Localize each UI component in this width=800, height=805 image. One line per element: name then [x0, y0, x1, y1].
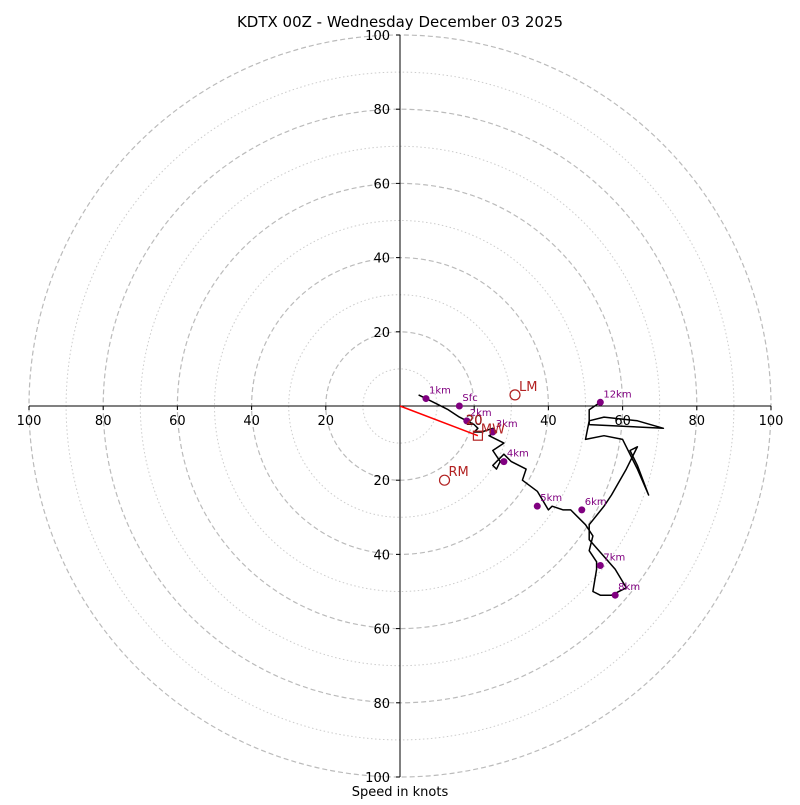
height-marker-label: 2km	[470, 408, 492, 419]
height-marker-point	[463, 417, 471, 425]
height-markers: Sfc 1km 2km 3km 4km 5km 6km 7km 8km 12km	[422, 386, 640, 599]
chart-title: KDTX 00Z - Wednesday December 03 2025	[237, 13, 563, 31]
y-tick-label: 100	[365, 29, 390, 44]
height-marker-label: 7km	[603, 553, 625, 564]
y-tick-label: 20	[373, 326, 390, 341]
y-tick-label: 40	[373, 548, 390, 563]
x-tick-label: 80	[95, 414, 112, 429]
height-marker-label: 5km	[540, 493, 562, 504]
storm-motion-label: LM	[519, 380, 537, 395]
y-tick-label: 100	[365, 771, 390, 786]
x-tick-label: 100	[759, 414, 784, 429]
height-marker-point	[500, 458, 508, 466]
x-tick-label: 40	[540, 414, 557, 429]
y-tick-label: 80	[373, 103, 390, 118]
storm-motion-marker	[438, 474, 451, 486]
storm-motion-label: 20	[466, 414, 483, 429]
x-tick-label: 60	[169, 414, 186, 429]
height-marker-point	[422, 395, 430, 403]
height-marker-label: 4km	[507, 449, 529, 460]
shear-vector-line	[399, 405, 479, 437]
height-marker-label: Sfc	[462, 393, 477, 404]
storm-motion-label: RM	[449, 465, 469, 480]
x-tick-label: 100	[17, 414, 42, 429]
y-tick-label: 20	[373, 474, 390, 489]
height-marker-label: 1km	[429, 386, 451, 397]
height-marker-label: 12km	[603, 389, 631, 400]
height-marker-point	[611, 591, 619, 599]
x-axis-label: Speed in knots	[352, 785, 449, 800]
height-marker-label: 6km	[585, 497, 607, 508]
height-marker-label: 3km	[496, 419, 518, 430]
x-tick-label: 20	[318, 414, 335, 429]
mean-wind-marker	[472, 430, 484, 441]
mean-wind-label: MW	[481, 423, 505, 438]
height-marker-point	[489, 428, 497, 436]
x-tick-label: 40	[243, 414, 260, 429]
height-marker-label: 8km	[618, 582, 640, 593]
y-tick-label: 60	[373, 177, 390, 192]
y-tick-label: 60	[373, 623, 390, 638]
height-marker-point	[578, 506, 586, 514]
x-tick-label: 80	[689, 414, 706, 429]
height-marker-point	[455, 402, 463, 410]
axis-ticks: 100 80 60 40 20 20 40 60 80 100 100 80 60 40 20 20 40 60 8…	[17, 29, 784, 786]
storm-motion-marker	[509, 389, 521, 401]
y-tick-label: 40	[373, 252, 390, 267]
height-marker-point	[533, 502, 541, 510]
x-tick-label: 60	[614, 414, 631, 429]
height-marker-point	[596, 398, 604, 406]
height-marker-point	[596, 562, 604, 570]
x-tick-label: 20	[466, 414, 483, 429]
y-tick-label: 80	[373, 697, 390, 712]
